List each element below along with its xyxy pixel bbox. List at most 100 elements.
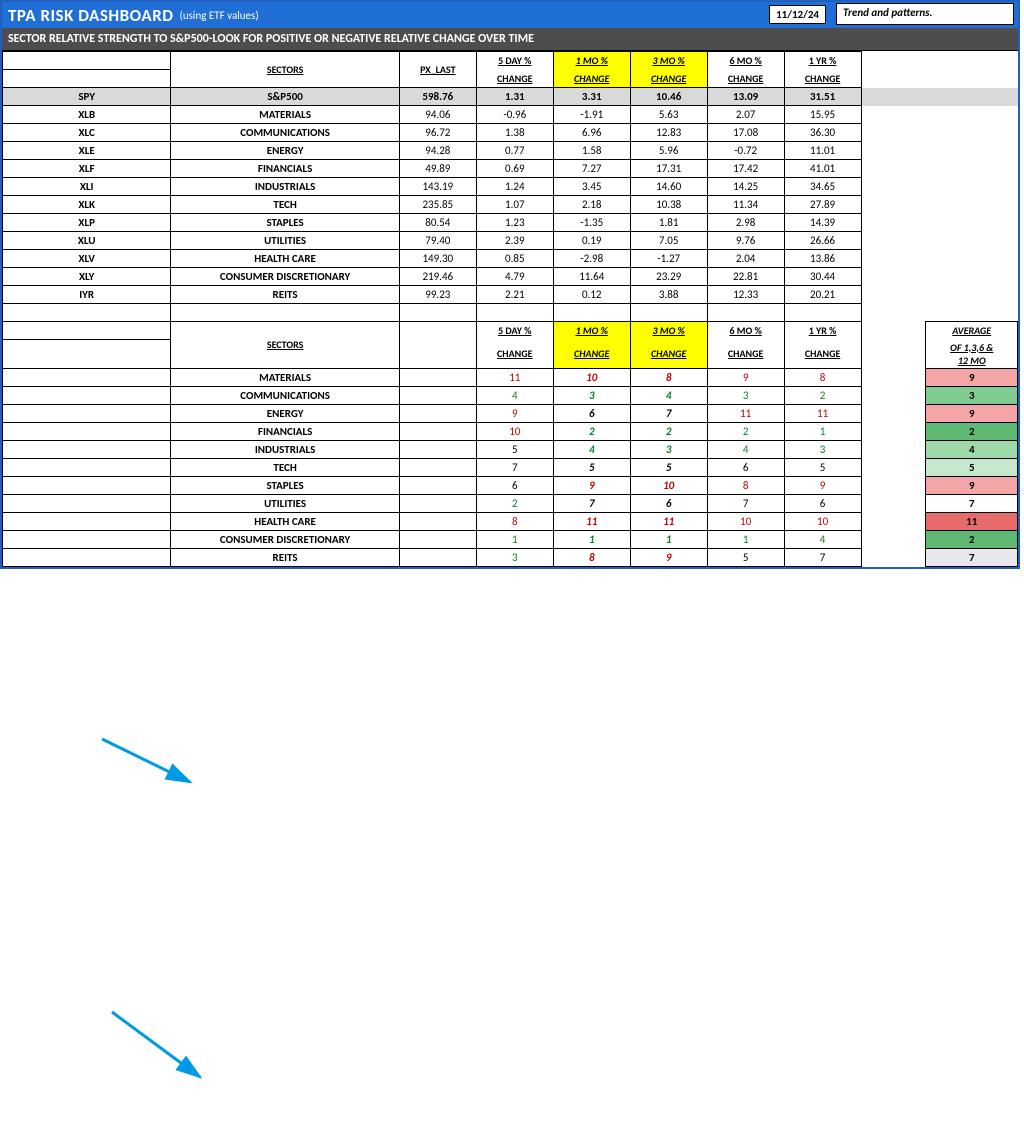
rank-cell: 2 [476,494,553,512]
rank-cell: 5 [707,548,784,566]
rank-cell: 4 [784,530,861,548]
table-row: XLKTECH235.851.072.1810.3811.3427.89 [3,196,1018,214]
rank-row: HEALTH CARE81111101011 [3,512,1018,530]
avg-cell: 9 [926,368,1018,386]
table-row: XLIINDUSTRIALS143.191.243.4514.6014.2534… [3,178,1018,196]
avg-cell: 2 [926,530,1018,548]
col-header-row: SECTORSPX_LAST5 DAY %1 MO %3 MO %6 MO %1… [3,52,1018,70]
table-row: XLEENERGY94.280.771.585.96-0.7211.01 [3,142,1018,160]
rank-row: CONSUMER DISCRETIONARY111142 [3,530,1018,548]
rank-cell: 10 [476,422,553,440]
rank-cell: 7 [707,494,784,512]
rank-cell: 6 [476,476,553,494]
table-row: IYRREITS99.232.210.123.8812.3320.21 [3,286,1018,304]
table-row: XLFFINANCIALS49.890.697.2717.3117.4241.0… [3,160,1018,178]
rank-cell: 9 [707,368,784,386]
rank-cell: 6 [707,458,784,476]
rank-cell: 3 [784,440,861,458]
col-header-row2: CHANGECHANGECHANGECHANGECHANGE [3,70,1018,88]
rank-cell: 4 [707,440,784,458]
rank-cell: 8 [630,368,707,386]
rank-cell: 5 [630,458,707,476]
avg-cell: 7 [926,548,1018,566]
rank-cell: 6 [784,494,861,512]
table-row: SPYS&P500598.761.313.3110.4613.0931.51 [3,88,1018,106]
rank-cell: 8 [707,476,784,494]
rank-cell: 11 [707,404,784,422]
header-note: Trend and patterns. [836,3,1014,25]
dashboard-frame: TPA RISK DASHBOARD (using ETF values) 11… [0,0,1020,569]
spacer-row [3,304,1018,322]
rank-row: COMMUNICATIONS434323 [3,386,1018,404]
table-row: XLPSTAPLES80.541.23-1.351.812.9814.39 [3,214,1018,232]
rank-cell: 1 [784,422,861,440]
avg-cell: 4 [926,440,1018,458]
header-bar: TPA RISK DASHBOARD (using ETF values) 11… [2,2,1018,28]
rank-cell: 7 [784,548,861,566]
table-row: XLUUTILITIES79.402.390.197.059.7626.66 [3,232,1018,250]
rank-cell: 5 [553,458,630,476]
rank-header-row2: CHANGECHANGECHANGECHANGECHANGEOF 1,3,6 &… [3,340,1018,369]
rank-cell: 10 [553,368,630,386]
rank-cell: 2 [784,386,861,404]
rank-cell: 9 [476,404,553,422]
rank-cell: 3 [553,386,630,404]
table-row: XLYCONSUMER DISCRETIONARY219.464.7911.64… [3,268,1018,286]
rank-cell: 3 [476,548,553,566]
avg-cell: 2 [926,422,1018,440]
main-table: SECTORSPX_LAST5 DAY %1 MO %3 MO %6 MO %1… [2,51,1018,567]
rank-cell: 8 [553,548,630,566]
content-wrap: SECTORSPX_LAST5 DAY %1 MO %3 MO %6 MO %1… [2,51,1018,567]
rank-row: STAPLES6910899 [3,476,1018,494]
avg-cell: 9 [926,404,1018,422]
rank-cell: 8 [476,512,553,530]
header-title: TPA RISK DASHBOARD [8,5,174,26]
rank-cell: 1 [707,530,784,548]
table-row: XLBMATERIALS94.06-0.96-1.915.632.0715.95 [3,106,1018,124]
rank-cell: 2 [707,422,784,440]
rank-cell: 6 [553,404,630,422]
rank-cell: 8 [784,368,861,386]
rank-cell: 1 [476,530,553,548]
rank-row: ENERGY96711119 [3,404,1018,422]
rank-cell: 4 [553,440,630,458]
rank-cell: 5 [784,458,861,476]
rank-cell: 1 [553,530,630,548]
avg-cell: 5 [926,458,1018,476]
rank-cell: 11 [476,368,553,386]
rank-cell: 7 [630,404,707,422]
rank-cell: 9 [630,548,707,566]
header-date: 11/12/24 [769,5,826,24]
header-subtitle: (using ETF values) [180,9,259,22]
rank-cell: 3 [630,440,707,458]
rank-cell: 10 [630,476,707,494]
rank-cell: 10 [784,512,861,530]
avg-cell: 3 [926,386,1018,404]
rank-cell: 2 [553,422,630,440]
rank-cell: 4 [476,386,553,404]
rank-header-row: SECTORS5 DAY %1 MO %3 MO %6 MO %1 YR %AV… [3,322,1018,340]
rank-cell: 7 [476,458,553,476]
avg-cell: 9 [926,476,1018,494]
rank-cell: 1 [630,530,707,548]
rank-cell: 9 [784,476,861,494]
table-row: XLCCOMMUNICATIONS96.721.386.9612.8317.08… [3,124,1018,142]
rank-row: UTILITIES276767 [3,494,1018,512]
rank-cell: 11 [553,512,630,530]
rank-row: TECH755655 [3,458,1018,476]
rank-cell: 11 [784,404,861,422]
rank-row: REITS389577 [3,548,1018,566]
rank-cell: 9 [553,476,630,494]
rank-cell: 3 [707,386,784,404]
rank-cell: 11 [630,512,707,530]
rank-row: INDUSTRIALS543434 [3,440,1018,458]
rank-cell: 2 [630,422,707,440]
rank-row: FINANCIALS1022212 [3,422,1018,440]
rank-cell: 5 [476,440,553,458]
avg-cell: 7 [926,494,1018,512]
annotation-arrows [2,567,1022,1127]
avg-cell: 11 [926,512,1018,530]
rank-cell: 10 [707,512,784,530]
table-row: XLVHEALTH CARE149.300.85-2.98-1.272.0413… [3,250,1018,268]
rank-cell: 4 [630,386,707,404]
